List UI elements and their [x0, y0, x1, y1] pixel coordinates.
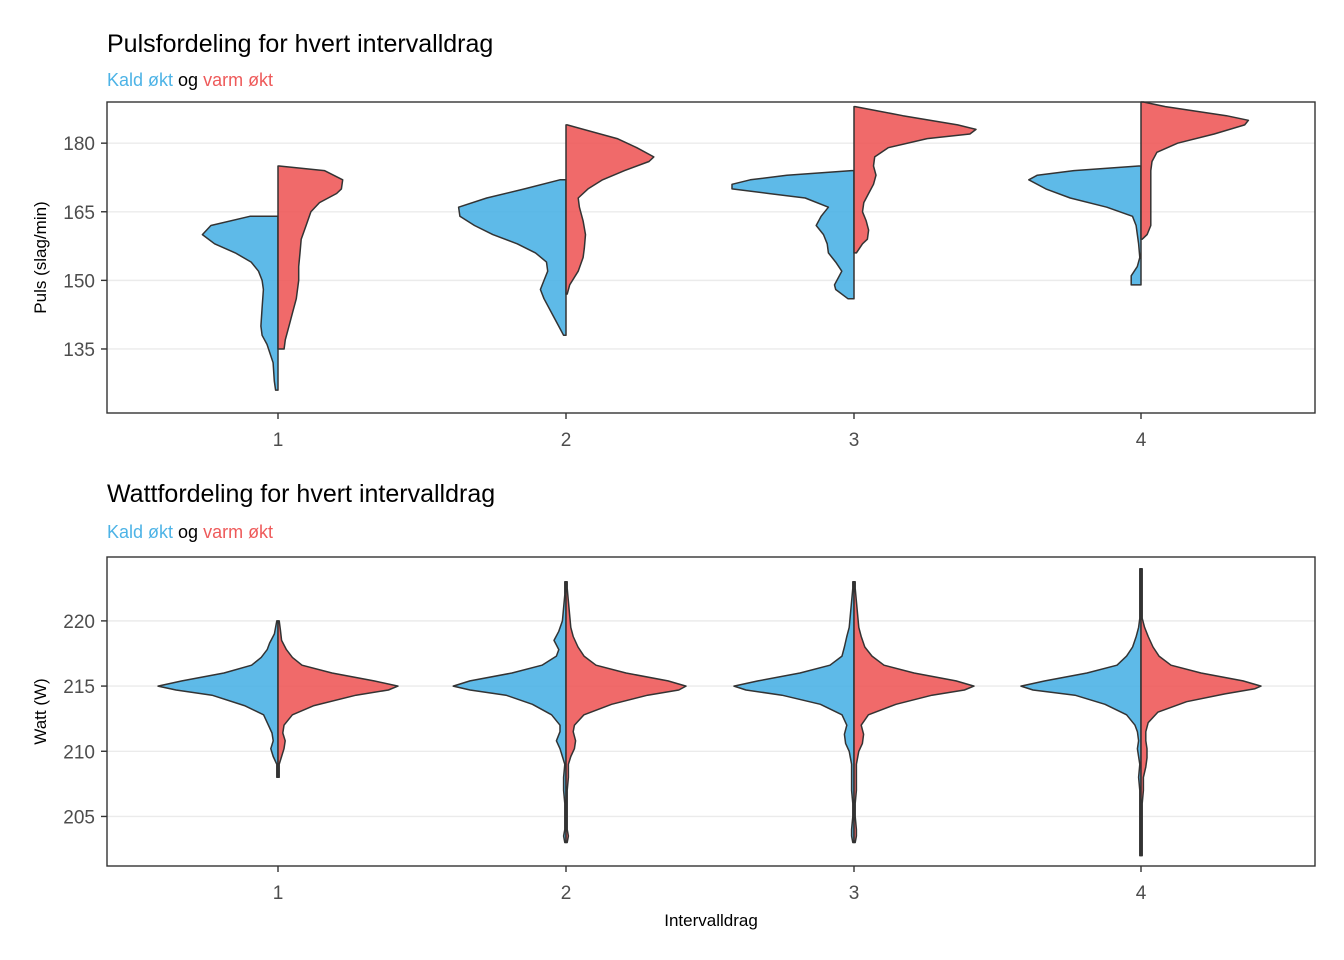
- violin-half-kald-1: [157, 620, 279, 779]
- x-tick-label: 4: [1136, 883, 1147, 904]
- violin-half-kald-2: [452, 581, 567, 844]
- y-tick-label: 165: [63, 203, 95, 224]
- violin-half-kald-4: [1020, 567, 1142, 857]
- violin-half-kald-4: [1028, 165, 1142, 286]
- violin-half-kald-1: [201, 215, 279, 391]
- plot-frame: [106, 556, 1316, 867]
- chart-title: Pulsfordeling for hvert intervalldrag: [107, 30, 493, 58]
- y-axis-label: Puls (slag/min): [31, 201, 50, 313]
- violin-half-kald-2: [457, 179, 567, 337]
- x-tick-label: 4: [1136, 430, 1147, 451]
- subtitle-og: og: [173, 522, 203, 542]
- violins: [157, 567, 1262, 857]
- y-tick-label: 180: [63, 134, 95, 155]
- chart-subtitle: Kald økt og varm økt: [107, 70, 273, 90]
- plot-frame: [106, 101, 1316, 414]
- x-tick-label: 2: [561, 883, 572, 904]
- violin-half-varm-2: [565, 124, 655, 295]
- panel-2: Wattfordeling for hvert intervalldrag Kal…: [31, 480, 1316, 930]
- subtitle-og: og: [173, 70, 203, 90]
- y-tick-label: 210: [63, 742, 95, 763]
- y-tick-label: 150: [63, 271, 95, 292]
- violin-half-kald-3: [733, 581, 855, 844]
- violin-half-varm-4: [1140, 567, 1262, 857]
- y-tick-label: 215: [63, 677, 95, 698]
- y-tick-label: 220: [63, 612, 95, 633]
- violin-half-varm-2: [565, 581, 687, 844]
- y-tick-label: 205: [63, 807, 95, 828]
- violin-half-varm-3: [853, 105, 977, 254]
- chart-title: Wattfordeling for hvert intervalldrag: [107, 480, 495, 508]
- x-tick-label: 1: [273, 883, 284, 904]
- violin-half-varm-1: [277, 620, 399, 779]
- chart-subtitle: Kald økt og varm økt: [107, 522, 273, 542]
- violin-half-varm-3: [853, 581, 975, 844]
- subtitle-varm: varm økt: [203, 522, 273, 542]
- violin-half-kald-3: [731, 169, 855, 300]
- violin-half-varm-1: [277, 165, 344, 350]
- x-tick-label: 3: [849, 430, 860, 451]
- x-tick-label: 2: [561, 430, 572, 451]
- x-tick-label: 1: [273, 430, 284, 451]
- subtitle-varm: varm økt: [203, 70, 273, 90]
- subtitle-kald: Kald økt: [107, 522, 173, 542]
- violin-half-varm-4: [1140, 101, 1250, 240]
- subtitle-kald: Kald økt: [107, 70, 173, 90]
- x-tick-label: 3: [849, 883, 860, 904]
- violins: [201, 101, 1250, 391]
- y-tick-label: 135: [63, 340, 95, 361]
- x-axis-label: Intervalldrag: [664, 911, 758, 930]
- y-axis-label: Watt (W): [31, 678, 50, 744]
- panel-1: Pulsfordeling for hvert intervalldrag Kal…: [31, 30, 1316, 451]
